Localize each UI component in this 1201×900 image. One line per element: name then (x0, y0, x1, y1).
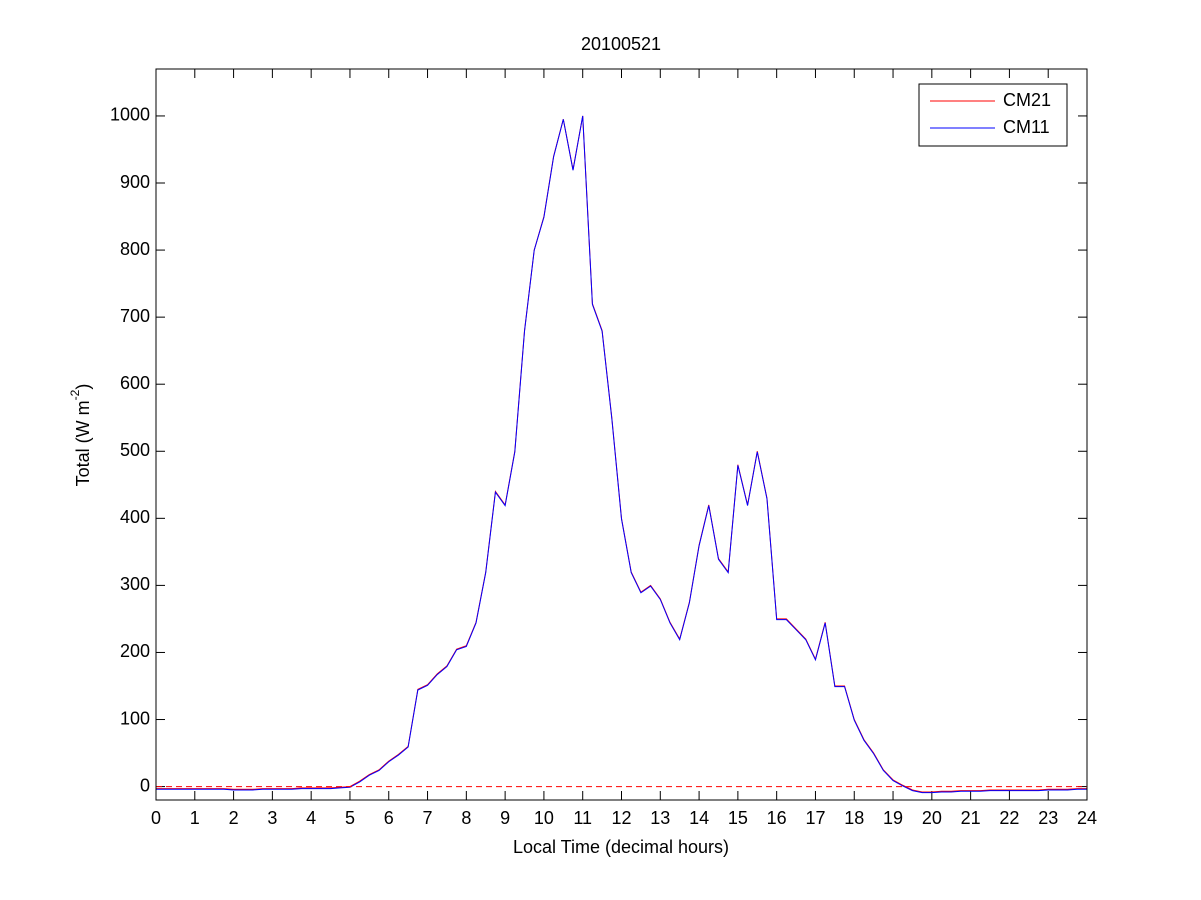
x-tick-label: 5 (345, 808, 355, 828)
x-tick-label: 2 (229, 808, 239, 828)
x-tick-label: 15 (728, 808, 748, 828)
y-tick-label: 900 (120, 172, 150, 192)
y-tick-label: 500 (120, 440, 150, 460)
x-tick-label: 13 (650, 808, 670, 828)
x-tick-label: 6 (384, 808, 394, 828)
y-tick-label: 700 (120, 306, 150, 326)
x-tick-label: 12 (611, 808, 631, 828)
y-label-sup: -2 (68, 389, 82, 400)
x-tick-label: 23 (1038, 808, 1058, 828)
x-tick-label: 7 (423, 808, 433, 828)
x-tick-label: 4 (306, 808, 316, 828)
x-tick-label: 17 (805, 808, 825, 828)
x-tick-label: 1 (190, 808, 200, 828)
plot-area (156, 69, 1087, 800)
x-tick-label: 10 (534, 808, 554, 828)
x-tick-label: 8 (461, 808, 471, 828)
x-tick-label: 20 (922, 808, 942, 828)
y-tick-label: 100 (120, 708, 150, 728)
chart-title: 20100521 (581, 34, 661, 54)
y-tick-label: 600 (120, 373, 150, 393)
x-tick-label: 3 (267, 808, 277, 828)
legend-label: CM11 (1003, 117, 1050, 137)
y-tick-label: 1000 (110, 105, 150, 125)
x-tick-label: 9 (500, 808, 510, 828)
data-line (156, 115, 1087, 794)
x-axis-label: Local Time (decimal hours) (513, 837, 729, 857)
y-axis-label: Total (W m-2) (68, 384, 93, 487)
y-tick-label: 200 (120, 641, 150, 661)
y-tick-label: 800 (120, 239, 150, 259)
x-tick-label: 22 (999, 808, 1019, 828)
x-tick-label: 19 (883, 808, 903, 828)
y-label-end: ) (73, 384, 93, 390)
x-tick-label: 24 (1077, 808, 1097, 828)
x-tick-label: 11 (573, 808, 592, 828)
x-tick-label: 0 (151, 808, 161, 828)
legend-label: CM21 (1003, 90, 1051, 110)
x-tick-label: 21 (961, 808, 981, 828)
y-tick-label: 300 (120, 574, 150, 594)
y-label-text: Total (W m (73, 400, 93, 486)
y-tick-label: 0 (140, 775, 150, 795)
y-tick-label: 400 (120, 507, 150, 527)
x-tick-label: 16 (767, 808, 787, 828)
legend-box (918, 83, 1068, 147)
axes-box (155, 68, 1088, 801)
x-tick-label: 18 (844, 808, 864, 828)
x-tick-label: 14 (689, 808, 709, 828)
